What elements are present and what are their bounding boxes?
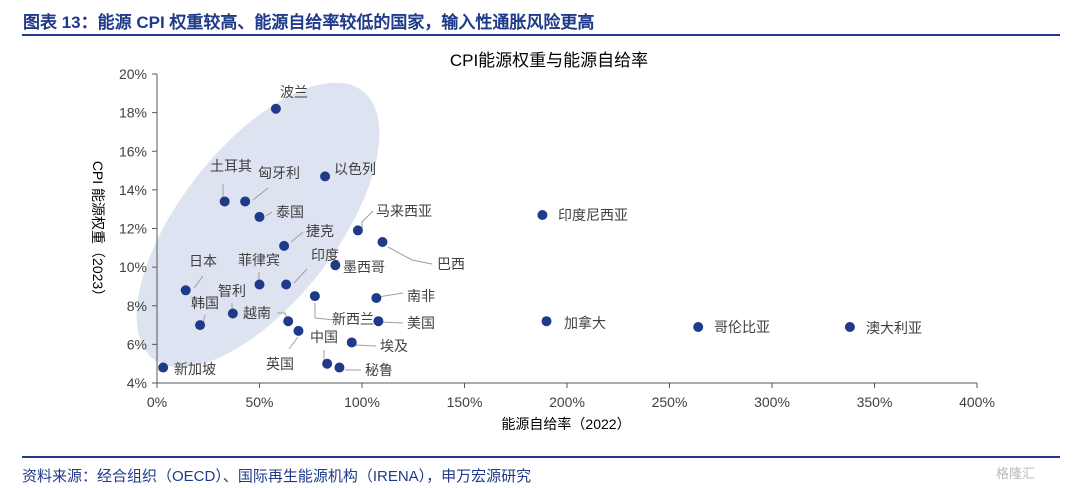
figure-title: 图表 13：能源 CPI 权重较高、能源自给率较低的国家，输入性通胀风险更高 (23, 13, 595, 32)
data-point (219, 196, 230, 207)
data-point (293, 325, 304, 336)
y-tick-label: 4% (127, 375, 147, 391)
x-tick-label: 300% (754, 394, 790, 410)
x-tick-label: 350% (857, 394, 893, 410)
point-label: 新加坡 (174, 361, 216, 377)
data-point (322, 358, 333, 369)
data-point (373, 316, 384, 327)
point-label: 中国 (310, 329, 338, 345)
leader-line (377, 292, 404, 298)
point-label: 泰国 (276, 204, 304, 220)
point-label: 土耳其 (210, 158, 252, 174)
data-point (371, 293, 382, 304)
point-label: 澳大利亚 (866, 320, 922, 336)
background-layer (136, 82, 380, 368)
x-tick-label: 250% (652, 394, 688, 410)
y-axis-label: CPI 能源权重（2023） (90, 161, 106, 303)
point-label: 英国 (266, 356, 294, 372)
data-point (158, 362, 169, 373)
data-point (541, 316, 552, 327)
source-note: 资料来源：经合组织（OECD）、国际再生能源机构（IRENA），申万宏源研究 (22, 468, 532, 485)
y-tick-label: 12% (119, 221, 147, 237)
x-tick-label: 200% (549, 394, 585, 410)
data-point (270, 103, 281, 114)
data-point (180, 285, 191, 296)
scatter-chart: 4% 6% 8% 10% 12% 14% 16% 18% 20% 0% 50% 100% 150% 200… (90, 51, 995, 432)
leader-line (361, 210, 374, 228)
data-point (320, 171, 331, 182)
data-point (254, 279, 265, 290)
x-axis-label: 能源自给率（2022） (501, 416, 630, 432)
data-point (309, 291, 320, 302)
leader-line (288, 336, 299, 350)
point-label: 南非 (407, 288, 435, 304)
header-rule (22, 34, 1060, 36)
y-tick-label: 6% (127, 336, 147, 352)
y-tick-label: 16% (119, 143, 147, 159)
watermark: 格隆汇 (996, 466, 1036, 481)
leader-line (252, 187, 269, 201)
leader-line (193, 275, 204, 289)
leader-line (314, 303, 336, 321)
data-point (352, 225, 363, 236)
y-tick-label: 10% (119, 259, 147, 275)
point-label: 墨西哥 (343, 259, 385, 275)
point-label: 印度 (311, 247, 339, 263)
point-label: 波兰 (280, 84, 308, 100)
point-label: 埃及 (380, 338, 408, 354)
leader-line (290, 231, 304, 243)
point-label: 以色列 (334, 161, 376, 177)
data-point (537, 209, 548, 220)
data-point (281, 279, 292, 290)
point-layer (158, 103, 855, 373)
data-point (346, 337, 357, 348)
data-point (334, 362, 345, 373)
point-label: 加拿大 (564, 315, 606, 331)
point-label: 哥伦比亚 (714, 319, 770, 335)
point-label: 捷克 (306, 223, 334, 239)
y-tick-label: 8% (127, 298, 147, 314)
x-tick-label: 50% (245, 394, 273, 410)
highlight-ellipse (136, 82, 380, 368)
point-label: 美国 (407, 315, 435, 331)
y-tick-label: 18% (119, 105, 147, 121)
point-label: 菲律宾 (238, 252, 280, 268)
data-point (240, 196, 251, 207)
data-point (254, 211, 265, 222)
leader-line (380, 321, 404, 324)
y-tick-label: 20% (119, 66, 147, 82)
point-label: 日本 (189, 253, 217, 269)
x-tick-label: 150% (447, 394, 483, 410)
y-tick-label: 14% (119, 182, 147, 198)
x-tick-label: 100% (344, 394, 380, 410)
x-tick-label: 0% (147, 394, 167, 410)
point-label: 智利 (218, 283, 246, 299)
data-point (283, 316, 294, 327)
data-point (227, 308, 238, 319)
point-label: 秘鲁 (365, 362, 393, 378)
data-point (377, 237, 388, 248)
data-point (195, 320, 206, 331)
data-point (844, 321, 855, 332)
point-label: 新西兰 (332, 311, 374, 327)
footer-rule (22, 456, 1060, 458)
axis-layer: 4% 6% 8% 10% 12% 14% 16% 18% 20% 0% 50% 100% 150% 200… (119, 66, 995, 410)
data-point (330, 260, 341, 271)
point-label: 匈牙利 (258, 165, 300, 181)
chart-title: CPI能源权重与能源自给率 (450, 51, 648, 70)
leader-line (387, 246, 433, 265)
point-label: 印度尼西亚 (558, 207, 628, 223)
data-point (279, 240, 290, 251)
leader-line (293, 268, 308, 284)
leader-line (265, 211, 273, 217)
data-point (693, 321, 704, 332)
point-label: 韩国 (191, 295, 219, 311)
leader-line (354, 344, 377, 347)
point-label: 马来西亚 (376, 203, 432, 219)
x-tick-label: 400% (959, 394, 995, 410)
point-label: 越南 (243, 305, 271, 321)
point-label: 巴西 (437, 256, 465, 272)
